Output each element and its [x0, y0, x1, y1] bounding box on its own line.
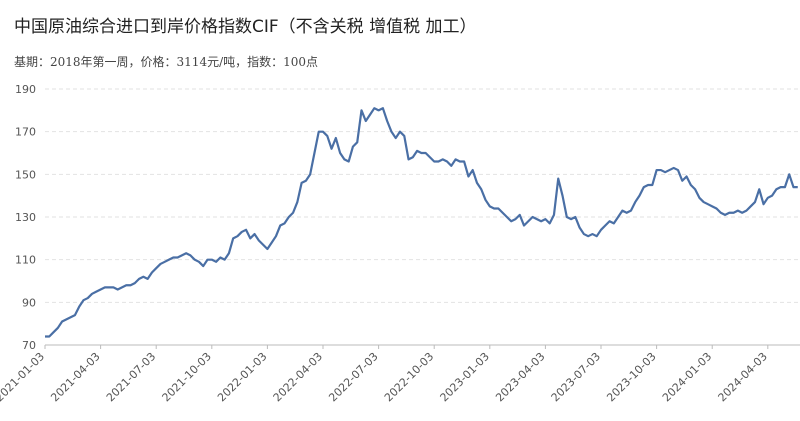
y-tick-label: 170	[15, 126, 36, 139]
x-tick-label: 2024-04-03	[716, 350, 770, 404]
x-tick-label: 2022-07-03	[326, 350, 380, 404]
x-tick-label: 2023-04-03	[493, 350, 547, 404]
y-tick-label: 190	[15, 83, 36, 96]
x-tick-label: 2021-04-03	[48, 350, 102, 404]
chart-title: 中国原油综合进口到岸价格指数CIF（不含关税 增值税 加工）	[14, 17, 476, 37]
x-tick-label: 2022-10-03	[382, 350, 436, 404]
chart-subtitle: 基期：2018年第一周，价格：3114元/吨，指数：100点	[14, 54, 318, 69]
y-tick-label: 150	[15, 168, 36, 181]
y-tick-label: 110	[15, 254, 36, 267]
x-tick-label: 2021-01-03	[0, 350, 47, 404]
x-tick-label: 2024-01-03	[660, 350, 714, 404]
x-tick-label: 2021-10-03	[160, 350, 214, 404]
x-tick-label: 2022-01-03	[215, 350, 269, 404]
y-tick-label: 130	[15, 211, 36, 224]
x-tick-label: 2023-10-03	[604, 350, 658, 404]
x-tick-label: 2022-04-03	[271, 350, 325, 404]
x-tick-label: 2023-01-03	[438, 350, 492, 404]
x-tick-label: 2023-07-03	[549, 350, 603, 404]
y-tick-label: 70	[22, 339, 36, 352]
x-tick-label: 2021-07-03	[104, 350, 158, 404]
y-tick-label: 90	[22, 296, 36, 309]
line-series	[45, 107, 798, 338]
